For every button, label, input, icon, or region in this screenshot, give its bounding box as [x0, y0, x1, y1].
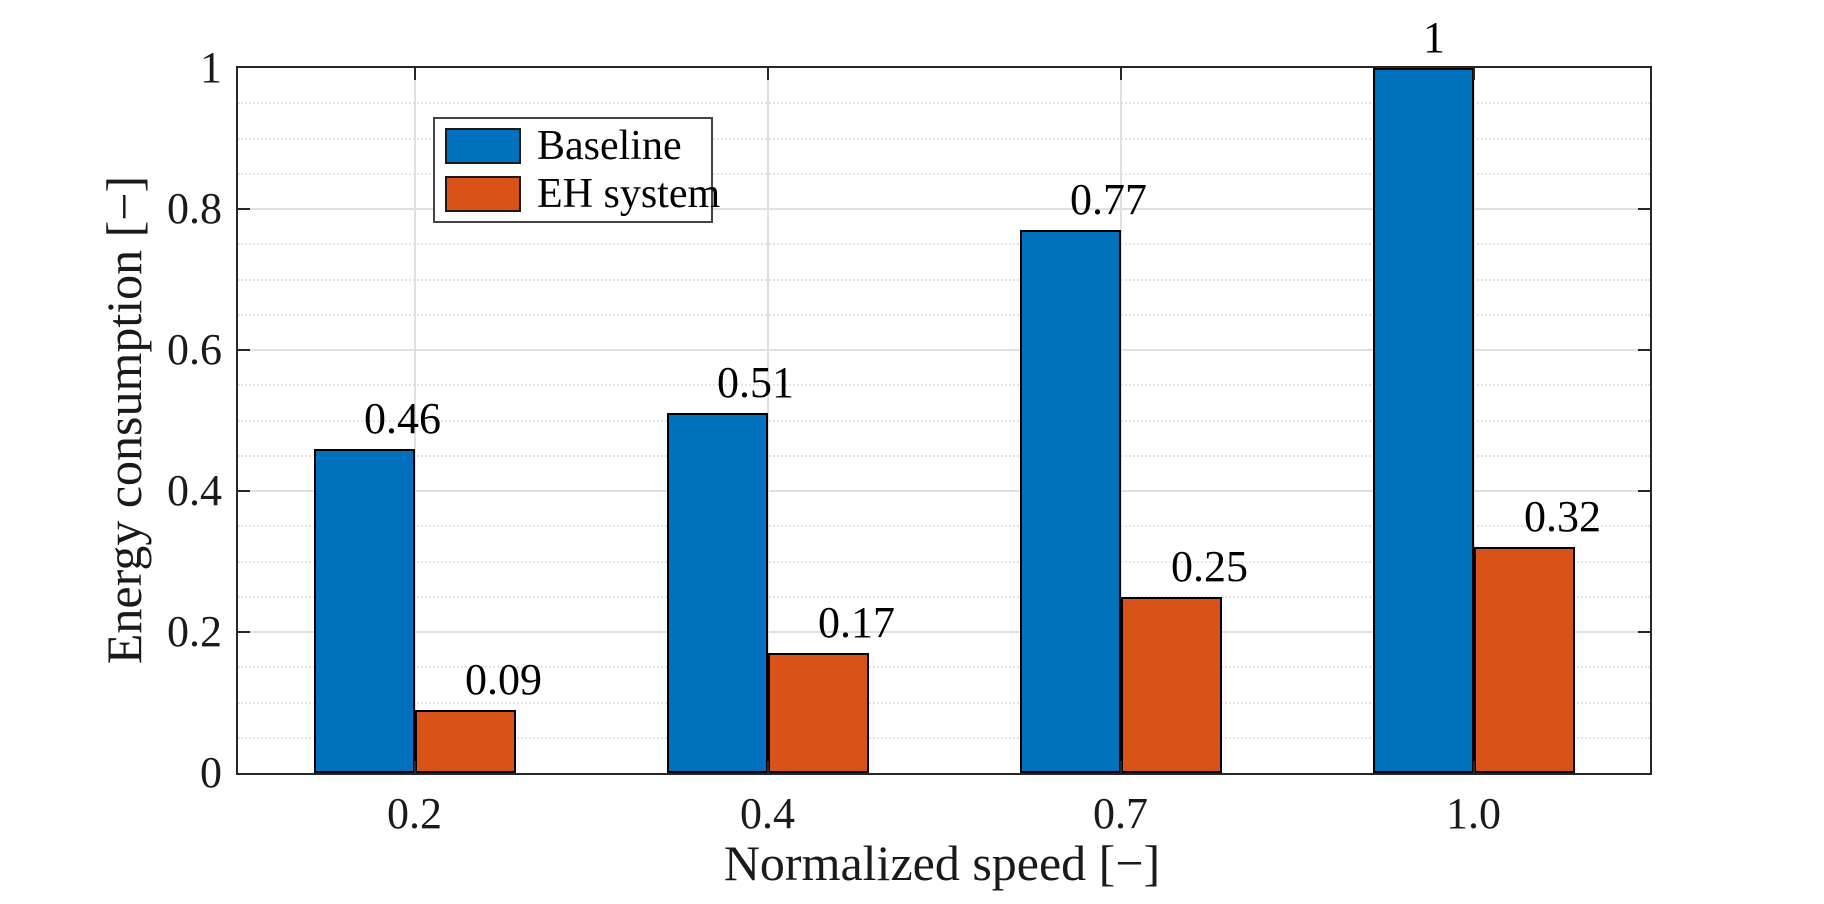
y-tick-mark-right	[1638, 349, 1650, 351]
gridline-y-minor	[238, 172, 1650, 175]
legend: Baseline EH system	[433, 117, 720, 223]
gridline-x-major	[413, 68, 416, 773]
gridline-y-minor	[238, 384, 1650, 387]
gridline-y-minor	[238, 278, 1650, 281]
gridline-y-minor	[238, 243, 1650, 246]
bar-baseline	[666, 413, 768, 773]
bar-eh-system	[1120, 596, 1222, 773]
plot-area: 0.46 0.51 0.77 1 0.09 0.17 0.25 0.32	[236, 16, 1652, 775]
bar-baseline	[313, 448, 415, 773]
gridline-y-minor	[238, 137, 1650, 140]
y-tick-mark	[238, 208, 250, 210]
bar-baseline	[1019, 230, 1121, 773]
y-tick-label: 0.4	[167, 466, 222, 515]
gridline-y-minor	[238, 419, 1650, 422]
x-tick-mark-top	[413, 68, 416, 80]
bar-baseline	[1372, 68, 1474, 773]
gridline-y-major	[238, 631, 1650, 633]
y-tick-mark	[238, 631, 250, 633]
legend-entry-eh-system: EH system	[445, 173, 720, 215]
gridline-y-minor	[238, 595, 1650, 598]
gridline-y-minor	[238, 313, 1650, 316]
legend-label-eh-system: EH system	[537, 171, 721, 217]
gridline-x-major	[766, 68, 769, 773]
bar-value-label: 0.25	[1171, 541, 1248, 591]
gridline-x-major	[1119, 68, 1122, 773]
y-tick-label: 1	[200, 43, 222, 92]
bar-value-label: 0.09	[465, 654, 542, 704]
legend-swatch-baseline	[445, 128, 521, 164]
gridline-y-minor	[238, 666, 1650, 669]
x-tick-mark-top	[1472, 68, 1475, 80]
x-tick-label: 0.4	[740, 789, 795, 838]
legend-label-baseline: Baseline	[537, 123, 682, 169]
y-tick-label: 0.8	[167, 184, 222, 233]
y-axis-label: Energy consumption [−]	[96, 175, 152, 665]
y-tick-mark	[238, 490, 250, 492]
y-tick-mark	[238, 349, 250, 351]
x-tick-label: 0.7	[1093, 789, 1148, 838]
y-tick-label: 0.6	[167, 325, 222, 374]
bar-value-label: 0.17	[818, 598, 895, 648]
x-tick-mark	[1472, 761, 1475, 773]
bar-eh-system	[1473, 547, 1575, 773]
gridline-y-minor	[238, 736, 1650, 739]
gridline-y-minor	[238, 525, 1650, 528]
x-tick-mark-top	[1119, 68, 1122, 80]
gridline-y-minor	[238, 454, 1650, 457]
gridline-y-major	[238, 490, 1650, 492]
x-tick-label: 1.0	[1446, 789, 1501, 838]
bar-value-label: 0.46	[364, 393, 441, 443]
gridline-y-major	[238, 208, 1650, 210]
gridline-y-minor	[238, 701, 1650, 704]
x-tick-mark	[766, 761, 769, 773]
y-tick-mark-right	[1638, 490, 1650, 492]
bar-eh-system	[414, 709, 516, 773]
bar-value-label: 0.77	[1070, 175, 1147, 225]
legend-swatch-eh-system	[445, 176, 521, 212]
x-tick-mark	[1119, 761, 1122, 773]
bar-value-label: 0.32	[1524, 492, 1601, 542]
x-tick-mark	[413, 761, 416, 773]
y-tick-mark-right	[1638, 208, 1650, 210]
x-tick-mark-top	[766, 68, 769, 80]
bar-value-label: 1	[1423, 13, 1445, 62]
x-axis-label: Normalized speed [−]	[723, 835, 1161, 891]
y-tick-label: 0.2	[167, 607, 222, 656]
y-tick-mark-right	[1638, 631, 1650, 633]
gridline-x-major	[1472, 68, 1475, 773]
x-tick-label: 0.2	[387, 789, 442, 838]
gridline-y-minor	[238, 560, 1650, 563]
legend-entry-baseline: Baseline	[445, 125, 711, 167]
bar-eh-system	[767, 653, 869, 773]
bar-value-label: 0.51	[717, 358, 794, 408]
gridline-y-minor	[238, 102, 1650, 105]
gridline-y-major	[238, 349, 1650, 351]
y-tick-label: 0	[200, 748, 222, 797]
